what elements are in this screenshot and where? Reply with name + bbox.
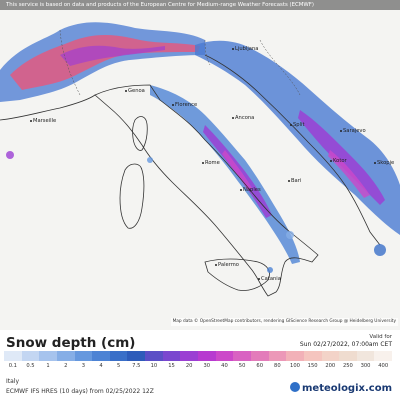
colorbar-swatch xyxy=(21,351,40,361)
city-label: Catania xyxy=(258,276,281,282)
colorbar-swatch xyxy=(162,351,181,361)
colorbar-tick-label: 200 xyxy=(325,363,336,369)
colorbar-swatch xyxy=(56,351,75,361)
colorbar-swatch xyxy=(127,351,146,361)
colorbar-tick-label: 50 xyxy=(238,363,246,369)
snow-depth-map: This service is based on data and produc… xyxy=(0,0,400,330)
colorbar-tick-label: 80 xyxy=(274,363,281,369)
city-label: Skopje xyxy=(374,160,394,166)
colorbar-swatch xyxy=(198,351,216,361)
colorbar-tick-label: 300 xyxy=(360,363,371,369)
colorbar-tick-label: 100 xyxy=(290,363,300,369)
city-label: Kotor xyxy=(330,158,347,164)
colorbar-tick-label: 2 xyxy=(64,363,68,369)
colorbar-tick-label: 30 xyxy=(203,363,211,369)
city-label: Palermo xyxy=(215,262,239,268)
brand-name: meteologix.com xyxy=(302,383,392,394)
colorbar-swatch xyxy=(233,351,251,361)
colorbar-tick-label: 400 xyxy=(378,363,389,369)
map-attribution: Map data © OpenStreetMap contributors, r… xyxy=(170,318,398,326)
colorbar-tick-label: 0.5 xyxy=(26,363,35,369)
colorbar-swatch xyxy=(356,351,375,361)
balkans-snow xyxy=(195,40,400,235)
colorbar-swatch xyxy=(268,351,287,361)
city-label: Ancona xyxy=(232,115,254,121)
colorbar-swatch xyxy=(374,351,393,361)
city-label: Bari xyxy=(288,178,301,184)
brand-logo-icon xyxy=(290,382,300,392)
colorbar-tick-label: 15 xyxy=(168,363,175,369)
model-run-label: ECMWF IFS HRES (10 days) from 02/25/2022… xyxy=(6,388,154,395)
map-canvas xyxy=(0,22,400,297)
legend-title: Snow depth (cm) xyxy=(6,335,136,351)
colorbar-swatch xyxy=(145,351,163,361)
colorbar-tick-label: 60 xyxy=(256,363,264,369)
colorbar-swatch xyxy=(215,351,234,361)
valid-label: Valid for xyxy=(369,334,392,340)
colorbar-tick-label: 4 xyxy=(99,363,103,369)
city-label: Sarajevo xyxy=(340,128,366,134)
colorbar-swatch xyxy=(250,351,269,361)
city-label: Marseille xyxy=(30,118,56,124)
city-label: Rome xyxy=(202,160,220,166)
valid-time: Sun 02/27/2022, 07:00am CET xyxy=(299,341,392,348)
colorbar-tick-label: 20 xyxy=(185,363,193,369)
colorbar-tick-label: 0.1 xyxy=(8,363,17,369)
ecmwf-banner: This service is based on data and produc… xyxy=(0,0,400,10)
city-label: Naples xyxy=(240,187,261,193)
colorbar-swatch xyxy=(321,351,340,361)
colorbar-swatch xyxy=(286,351,304,361)
legend-panel xyxy=(0,330,400,400)
sardinia-coastline xyxy=(119,163,145,229)
brand-logo[interactable]: meteologix.com xyxy=(290,382,392,394)
colorbar-tick-label: 40 xyxy=(221,363,228,369)
colorbar-tick-label: 150 xyxy=(307,363,318,369)
apennines-snow xyxy=(150,85,300,264)
colorbar-swatch xyxy=(92,351,110,361)
colorbar-swatch xyxy=(4,351,22,361)
colorbar-tick-label: 1 xyxy=(46,363,50,369)
colorbar xyxy=(4,351,393,361)
region-label: Italy xyxy=(6,378,20,385)
colorbar-tick-label: 250 xyxy=(342,363,353,369)
colorbar-tick-label: 7.5 xyxy=(132,363,141,369)
colorbar-swatch xyxy=(39,351,57,361)
italy-coastline xyxy=(94,84,319,297)
colorbar-swatch xyxy=(339,351,357,361)
city-label: Split xyxy=(290,122,305,128)
city-label: Genoa xyxy=(125,88,145,94)
colorbar-swatch xyxy=(74,351,93,361)
colorbar-swatch xyxy=(180,351,199,361)
colorbar-tick-label: 3 xyxy=(81,363,86,369)
colorbar-tick-label: 5 xyxy=(116,363,121,369)
colorbar-ticks: 0.1 0.5 1 2 3 4 5 7.5 10 15 20 30 40 50 60 80 100 150 200 2… xyxy=(4,363,392,371)
colorbar-tick-label: 10 xyxy=(150,363,158,369)
colorbar-swatch xyxy=(303,351,322,361)
city-label: Florence xyxy=(172,102,197,108)
colorbar-swatch xyxy=(109,351,128,361)
corsica-coastline xyxy=(132,116,148,151)
city-label: Ljubljana xyxy=(232,46,258,52)
